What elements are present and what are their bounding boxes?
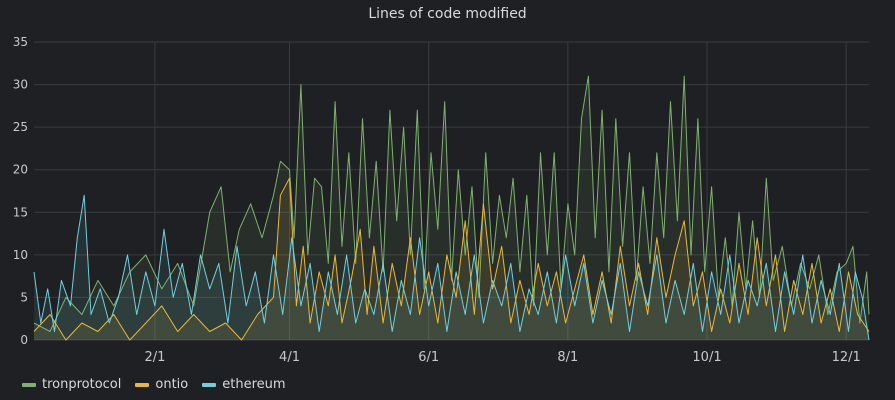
- x-tick-label: 8/1: [557, 350, 578, 365]
- y-axis: 0 5 10 15 20 25 30 35: [13, 35, 28, 347]
- series-areas: [34, 76, 869, 340]
- legend-item-tronprotocol[interactable]: tronprotocol: [22, 377, 121, 392]
- x-tick-label: 12/1: [832, 350, 861, 365]
- panel-title: Lines of code modified: [368, 6, 527, 22]
- legend-label: tronprotocol: [42, 377, 122, 392]
- y-tick-label: 15: [13, 205, 28, 219]
- series-line-tronprotocol: [33, 75, 870, 332]
- y-tick-label: 35: [13, 35, 28, 49]
- series-lines: [33, 75, 870, 341]
- legend-swatch: [135, 382, 150, 387]
- x-tick-label: 4/1: [279, 350, 300, 365]
- series-area-tronprotocol: [34, 76, 869, 340]
- x-tick-label: 2/1: [144, 350, 165, 365]
- x-tick-label: 6/1: [418, 350, 439, 365]
- legend-item-ontio[interactable]: ontio: [135, 377, 188, 392]
- legend-swatch: [22, 382, 36, 387]
- legend: tronprotocol ontio ethereum: [22, 377, 286, 392]
- legend-label: ontio: [155, 377, 189, 392]
- series-line-ontio: [33, 177, 870, 341]
- legend-label: ethereum: [222, 377, 286, 392]
- series-area-ontio: [34, 178, 869, 340]
- y-tick-label: 5: [20, 290, 28, 304]
- legend-item-ethereum[interactable]: ethereum: [202, 377, 286, 392]
- y-tick-label: 0: [20, 333, 28, 347]
- x-axis: 2/1 4/1 6/1 8/1 10/1 12/1: [144, 350, 860, 365]
- series-area-ethereum: [34, 195, 869, 340]
- y-tick-label: 30: [13, 78, 28, 92]
- y-tick-label: 20: [13, 163, 28, 177]
- y-tick-label: 10: [13, 248, 28, 262]
- series-line-ethereum: [33, 194, 870, 341]
- x-tick-label: 10/1: [692, 350, 721, 365]
- legend-swatch: [202, 382, 217, 387]
- y-tick-label: 25: [13, 120, 28, 134]
